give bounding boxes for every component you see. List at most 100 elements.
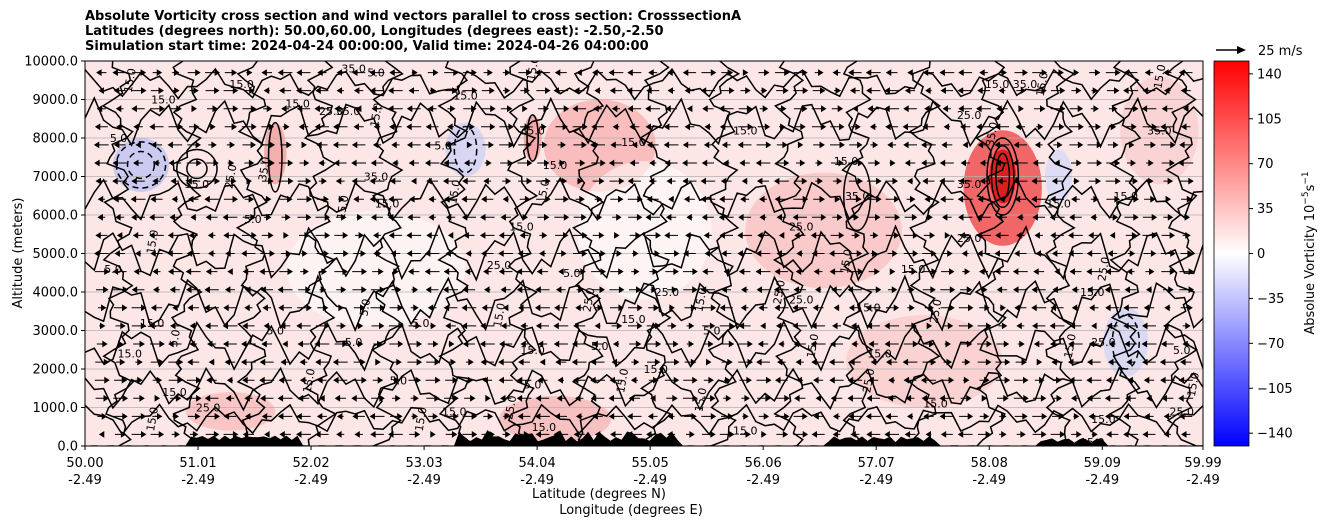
- wind-vector: [94, 376, 110, 384]
- wind-vector: [207, 231, 216, 239]
- wind-vector: [352, 376, 367, 384]
- wind-vector: [1090, 105, 1099, 113]
- plot-area: 15.0 5.0 15.0 15.0 5.0 15.0 5.0 15.0 15.0 15.0 25.…: [84, 60, 1204, 449]
- contour-label: 35.0: [364, 171, 389, 184]
- wind-vector: [98, 87, 105, 95]
- wind-vector: [740, 304, 749, 312]
- wind-vector: [646, 141, 659, 149]
- wind-vector: [1142, 123, 1158, 131]
- wind-vector: [1180, 250, 1193, 257]
- wind-vector: [462, 177, 476, 185]
- contour-label: 25.0: [789, 221, 814, 234]
- wind-vector: [903, 105, 917, 113]
- wind-vector: [1163, 213, 1174, 221]
- wind-vector: [796, 250, 804, 257]
- wind-vector: [1144, 412, 1154, 420]
- wind-vector: [904, 430, 916, 438]
- wind-vector: [135, 141, 141, 149]
- wind-vector: [227, 159, 235, 167]
- contour-label: 15.0: [1091, 413, 1116, 426]
- contour-line: [1108, 61, 1142, 446]
- wind-vector: [279, 195, 293, 203]
- wind-vector: [704, 340, 714, 348]
- wind-vector: [813, 195, 825, 203]
- wind-vector: [296, 87, 311, 95]
- wind-vector: [498, 358, 514, 366]
- wind-vector: [979, 177, 988, 185]
- x-tick-label-lat: 54.04: [519, 456, 556, 471]
- wind-vector: [186, 159, 202, 167]
- wind-vector: [498, 376, 513, 384]
- contour-label: 15.0: [1080, 436, 1105, 449]
- wind-vector: [133, 394, 145, 402]
- wind-vector: [870, 141, 879, 149]
- wind-reference-label: 25 m/s: [1258, 44, 1303, 59]
- wind-vector: [940, 430, 953, 438]
- wind-vector: [149, 231, 164, 239]
- wind-vector: [1161, 105, 1173, 113]
- wind-vector: [189, 322, 197, 330]
- wind-vector: [518, 141, 532, 149]
- wind-vector: [1123, 322, 1138, 330]
- wind-vector: [960, 286, 973, 294]
- wind-vector: [959, 231, 971, 239]
- wind-vector: [135, 376, 143, 384]
- wind-vector: [498, 231, 513, 239]
- colorbar-tick-label: 140: [1257, 67, 1282, 82]
- wind-vector: [1163, 412, 1172, 420]
- wind-vector: [462, 286, 476, 294]
- wind-vector: [370, 213, 383, 221]
- wind-vector: [389, 69, 402, 77]
- wind-vector: [774, 195, 788, 203]
- wind-vector: [757, 394, 771, 402]
- wind-vector: [536, 87, 551, 95]
- wind-vector: [1071, 430, 1082, 438]
- y-tick-label: 4000.0: [33, 286, 79, 301]
- x-axis: 50.00 -2.49 51.01 -2.49 52.02 -2.49 53.03 -2.49…: [66, 446, 1222, 488]
- wind-vector: [870, 231, 879, 239]
- wind-vector: [627, 69, 642, 77]
- wind-vector: [976, 105, 991, 113]
- wind-vector: [445, 430, 458, 438]
- contour-label: 25.0: [502, 394, 519, 420]
- wind-vector: [720, 87, 735, 95]
- wind-vector: [277, 394, 293, 402]
- colorbar-tick-label: 70: [1257, 157, 1274, 172]
- wind-vector: [686, 105, 693, 113]
- wind-vector: [502, 195, 509, 203]
- wind-vector: [571, 340, 587, 348]
- wind-vector: [517, 250, 531, 257]
- wind-vector: [1126, 123, 1137, 131]
- wind-vector: [757, 231, 769, 239]
- wind-vector: [779, 123, 786, 131]
- wind-vector: [1033, 105, 1046, 113]
- wind-vector: [832, 412, 841, 420]
- wind-vector: [113, 87, 126, 95]
- wind-vector: [907, 304, 915, 312]
- wind-vector: [577, 177, 583, 185]
- wind-vector: [979, 69, 988, 77]
- wind-vector: [889, 159, 896, 167]
- wind-vector: [1142, 87, 1156, 95]
- wind-vector: [738, 322, 751, 330]
- wind-vector: [958, 213, 973, 221]
- contour-label: 25.0: [487, 259, 512, 272]
- wind-vector: [830, 394, 843, 402]
- wind-vector: [594, 322, 601, 330]
- contour-label: 15.0: [1114, 190, 1139, 203]
- wind-vector: [170, 322, 180, 330]
- wind-vector: [279, 87, 292, 95]
- wind-vector: [852, 213, 860, 221]
- wind-vector: [700, 177, 716, 185]
- wind-vector: [242, 268, 254, 276]
- wind-vector: [666, 394, 678, 402]
- wind-vector: [593, 105, 602, 113]
- wind-vector: [793, 195, 809, 203]
- wind-vector: [1106, 87, 1120, 95]
- wind-vector: [150, 250, 163, 257]
- wind-vector: [244, 412, 252, 420]
- contour-line: [85, 319, 1203, 372]
- wind-vector: [520, 340, 528, 348]
- wind-vector: [814, 69, 824, 77]
- wind-vector: [93, 141, 109, 149]
